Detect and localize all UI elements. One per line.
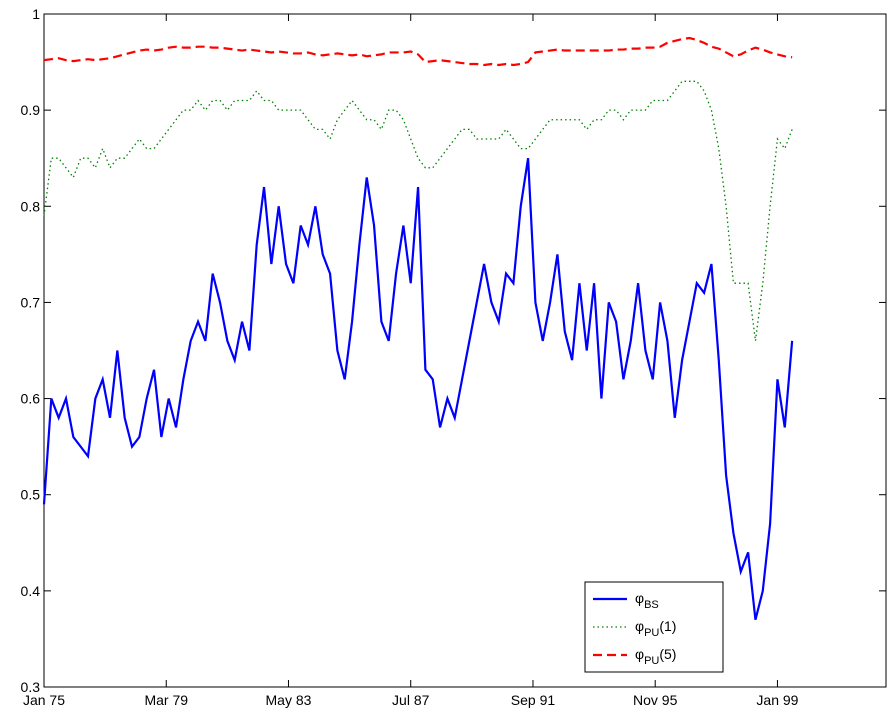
x-tick-label: Jan 99 [756,692,798,708]
legend-label: φBS [635,590,659,611]
y-tick-label: 0.5 [21,487,41,503]
series-line [43,80,793,341]
plot-area [43,13,887,688]
y-tick-label: 0.6 [21,391,41,407]
series-line [43,36,793,67]
legend: φBS φPU(1) φPU(5) [584,581,724,673]
legend-label: φPU(5) [635,646,676,667]
series-line [42,158,794,620]
y-tick-label: 0.7 [21,294,41,310]
x-tick-label: Jan 75 [23,692,65,708]
y-tick-label: 0.3 [21,679,41,695]
legend-label: φPU(1) [635,618,676,639]
x-tick-label: Mar 79 [144,692,188,708]
x-tick-label: Nov 95 [633,692,678,708]
x-tick-label: Sep 91 [511,692,556,708]
x-tick-label: May 83 [266,692,312,708]
x-tick-label: Jul 87 [392,692,430,708]
y-tick-label: 1 [32,6,40,22]
y-tick-label: 0.8 [21,198,41,214]
y-tick-label: 0.4 [21,583,41,599]
y-tick-label: 0.9 [21,102,41,118]
